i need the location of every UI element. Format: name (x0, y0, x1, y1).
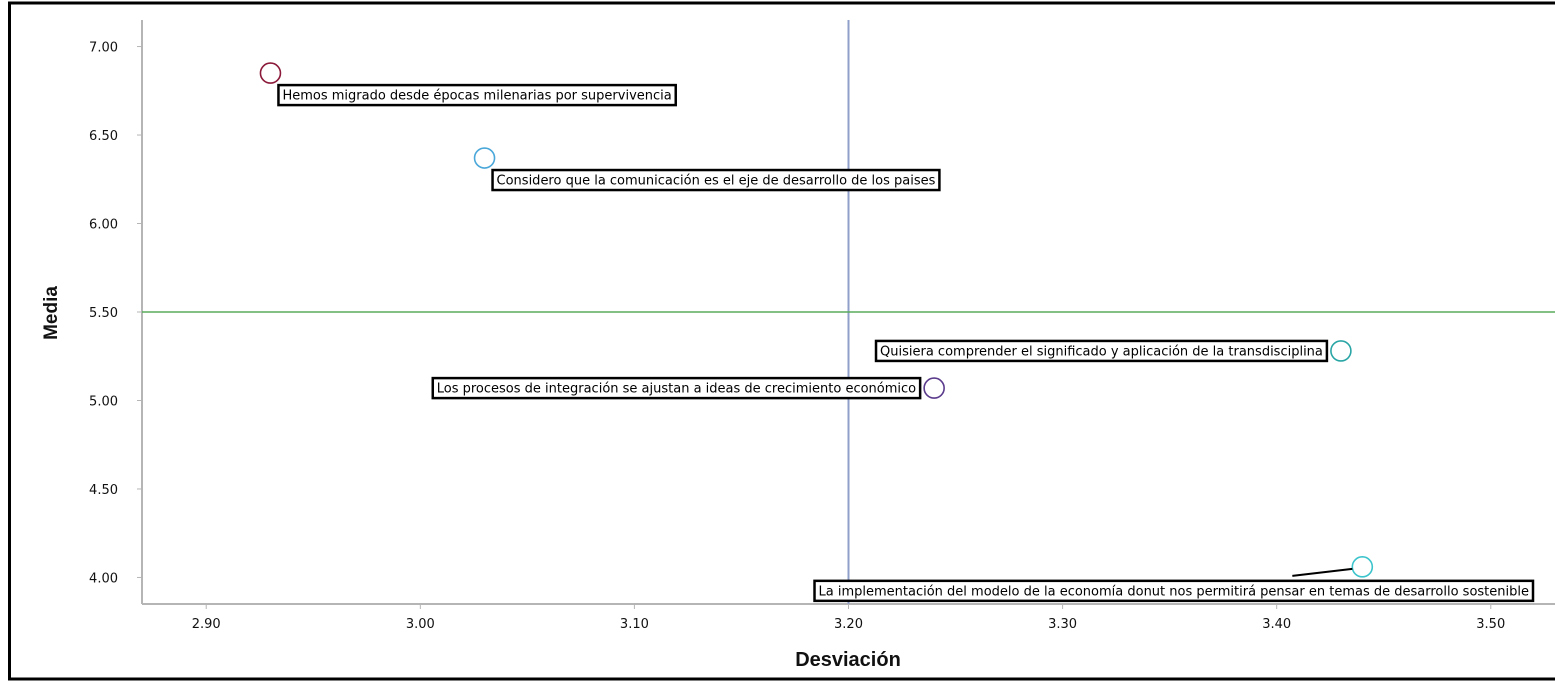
plot-area: 2.90 3.00 3.10 3.20 3.30 3.40 3.50 4.00 4.50 5.00… (89, 20, 1555, 632)
x-tick-label: 3.30 (1048, 617, 1077, 632)
y-axis-title: Media (41, 286, 62, 340)
chart-border (8, 1, 1555, 681)
point-label-text: Quisiera comprender el significado y apl… (880, 344, 1323, 359)
point-label: Los procesos de integración se ajustan a… (431, 376, 922, 400)
y-tick-label: 5.00 (89, 394, 118, 409)
y-tick-label: 6.50 (89, 129, 118, 144)
point-label: La implementación del modelo de la econo… (813, 579, 1535, 603)
point-label: Considero que la comunicación es el eje … (491, 168, 941, 192)
point-label-box (813, 579, 1535, 603)
point-label: Hemos migrado desde épocas milenarias po… (277, 83, 677, 107)
y-tick-label: 4.50 (89, 483, 118, 498)
data-point (1330, 340, 1352, 362)
y-tick-label: 7.00 (89, 41, 118, 56)
x-tick-label: 2.90 (192, 617, 221, 632)
point-label-text: Los procesos de integración se ajustan a… (437, 382, 916, 397)
x-tick-label: 3.50 (1476, 617, 1505, 632)
x-tick-label: 3.40 (1262, 617, 1291, 632)
point-label-text: La implementación del modelo de la econo… (819, 584, 1529, 599)
y-tick-label: 5.50 (89, 306, 118, 321)
point-label-text: Considero que la comunicación es el eje … (497, 174, 936, 189)
x-tick-label: 3.20 (834, 617, 863, 632)
x-axis-title: Desviación (795, 649, 901, 671)
point-label-box (874, 339, 1329, 363)
x-tick-label: 3.00 (406, 617, 435, 632)
y-tick-label: 4.00 (89, 571, 118, 586)
point-label: Quisiera comprender el significado y apl… (874, 339, 1329, 363)
data-point (1351, 556, 1374, 578)
point-label-leader (1292, 567, 1353, 577)
point-label-box (491, 168, 941, 192)
point-label-text: Hemos migrado desde épocas milenarias po… (282, 89, 671, 104)
x-tick-label: 3.10 (620, 617, 649, 632)
data-point (259, 62, 282, 84)
point-label-box (277, 83, 677, 107)
data-point (473, 147, 496, 169)
point-label-box (431, 376, 922, 400)
data-point (923, 377, 945, 399)
y-tick-label: 6.00 (89, 218, 118, 233)
